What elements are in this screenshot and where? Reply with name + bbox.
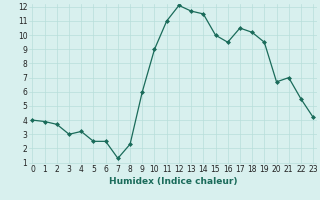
X-axis label: Humidex (Indice chaleur): Humidex (Indice chaleur) (108, 177, 237, 186)
